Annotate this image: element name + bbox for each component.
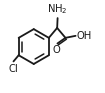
Text: Cl: Cl: [9, 64, 18, 74]
Text: O: O: [53, 45, 60, 55]
Text: NH$_2$: NH$_2$: [47, 3, 68, 16]
Text: OH: OH: [77, 31, 92, 41]
